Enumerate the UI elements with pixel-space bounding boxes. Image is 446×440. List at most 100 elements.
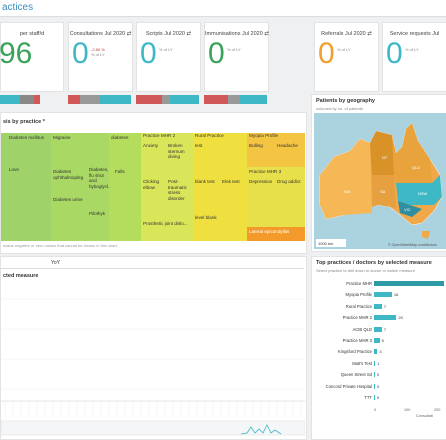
kpi-bar-4 (204, 95, 267, 104)
hbar-row-label[interactable]: Rural Practice (345, 303, 372, 309)
map-label-wa: WA (344, 189, 351, 194)
hbar-bar[interactable] (374, 360, 376, 366)
treemap-cell-label: Practice MHR 2 (143, 133, 176, 138)
kpi-card-referrals[interactable]: Referrals Jul 2020 ⇄ 0 % of LY (314, 22, 379, 92)
geography-map[interactable]: 1000 km © OpenStreetMap contributors WA … (314, 113, 446, 249)
treemap-cell[interactable] (109, 133, 141, 241)
hbar-value: 16 (393, 292, 399, 298)
kpi-title: Immunisations Jul 2020 ⇄ (205, 31, 269, 37)
kpi-bar-3 (136, 95, 199, 104)
kpi-card-consultations[interactable]: Consultations Jul 2020 ⇄ 0 -2.80 %% of L… (68, 22, 133, 92)
timeline-panel: YoY cted measure (0, 256, 307, 440)
kpi-delta: % of LY (159, 47, 173, 52)
hbar-axis-tick: 100 (404, 408, 411, 413)
kpi-card-scripts[interactable]: Scripts Jul 2020 ⇄ 0 % of LY (136, 22, 201, 92)
treemap-cell-label: Anxiety (143, 143, 159, 148)
hbar-value: 0 (377, 383, 380, 389)
hbar-bar[interactable] (374, 326, 382, 332)
timeline-chart[interactable] (1, 279, 305, 437)
treemap-cell[interactable] (141, 133, 193, 241)
timeline-scrollbar[interactable] (1, 420, 305, 436)
kpi-title: Scripts Jul 2020 ⇄ (145, 31, 192, 37)
kpi-value: 0 (140, 37, 157, 70)
timeline-title: cted measure (3, 273, 39, 279)
treemap-cell-label: Diabetes mellitus (9, 135, 44, 140)
hbar-row-label[interactable]: Concord Private Hospital (325, 383, 372, 389)
kpi-value: 0 (72, 37, 89, 70)
map-label-vic: VIC (404, 207, 411, 212)
map-label-nsw: NSW (418, 191, 428, 196)
hbar-row-label[interactable]: Queen Street Sd (340, 372, 372, 378)
hbar-row-label[interactable]: Practice MHR 3 (342, 338, 372, 343)
hbar-axis-tick: 0 (374, 408, 377, 413)
kpi-title: Referrals Jul 2020 ⇄ (321, 31, 372, 37)
map-title: Patients by geography (316, 98, 375, 104)
map-panel: Patients by geography coloured by no. of… (311, 94, 446, 252)
treemap-cell-label: Love (9, 167, 19, 172)
tab-yoy[interactable]: YoY (51, 260, 60, 266)
hbar-value: 5 (381, 338, 384, 343)
treemap-panel: sis by practice * Diabetes mellitus Love… (0, 112, 307, 254)
kpi-bar-2 (68, 95, 131, 104)
hbar-row-label[interactable]: Practice MHR 2 (342, 315, 372, 321)
hbar-bar[interactable] (374, 338, 380, 343)
hbar-row-label[interactable]: ACIB QLD (352, 326, 372, 332)
kpi-card-immunisations[interactable]: Immunisations Jul 2020 ⇄ 0 % of LY (204, 22, 269, 92)
hbar-row-label[interactable]: Matt's Test (352, 360, 372, 366)
kpi-card-staff[interactable]: per staff/d 96 (0, 22, 64, 92)
treemap-cell-label: Post-traumatic stress disorder (168, 179, 187, 201)
hbar-bar[interactable] (374, 281, 444, 286)
kpi-value: 0 (386, 37, 403, 70)
treemap-cell[interactable] (1, 133, 51, 241)
treemap-cell-label: Depression (249, 179, 273, 184)
hbar-value: 0 (377, 395, 380, 400)
treemap-cell-label: Migraine (53, 135, 71, 140)
treemap-cell-label: blank test (195, 179, 215, 184)
hbar-row-label[interactable]: Myopia Profile (345, 292, 372, 298)
hbar-row-label[interactable]: Practice MHR (346, 281, 372, 286)
map-scale: 1000 km (318, 241, 334, 246)
hbar-axis-tick: 200 (434, 408, 441, 413)
treemap-cell-label: Diabetes, flu shot and hyboglycl... (89, 167, 111, 189)
hbar-panel: Top practices / doctors by selected meas… (311, 256, 446, 440)
treemap-cell-label: test (195, 143, 203, 148)
treemap-cell[interactable] (247, 133, 305, 167)
treemap-cell[interactable] (247, 167, 305, 227)
treemap-cell-label: Rural Practice (195, 133, 224, 138)
treemap-cell-label: Falls (115, 169, 125, 174)
hbar-bar[interactable] (374, 383, 375, 389)
hbar-value: 20 (398, 315, 403, 321)
treemap-cell[interactable] (51, 133, 109, 241)
hbar-bar[interactable] (374, 315, 397, 321)
map-label-sa: SA (380, 189, 386, 194)
kpi-value: 0 (208, 37, 225, 70)
map-label-qld: QLD (412, 165, 420, 170)
treemap-cell-label: Prosthetic joint dislo... (143, 221, 188, 226)
kpi-title: Consultations Jul 2020 ⇄ (69, 31, 132, 37)
hbar-value: 1 (377, 360, 380, 366)
hbar-row-label[interactable]: TTT (364, 395, 372, 400)
treemap-cell-label: Drug addict (277, 179, 301, 184)
hbar-bar[interactable] (374, 395, 375, 400)
page-title: actices (2, 2, 34, 13)
hbar-value: 0 (377, 372, 380, 378)
hbar-title: Top practices / doctors by selected meas… (316, 260, 432, 266)
treemap-cell[interactable] (193, 133, 247, 241)
hbar-bar[interactable] (374, 349, 378, 355)
kpi-card-service-requests[interactable]: Service requests Jul 0 % of LY (382, 22, 446, 92)
hbar-axis-label: Consultati (416, 414, 433, 419)
hbar-subtitle: Select practice to drill down to doctor … (316, 268, 415, 273)
hbar-bar[interactable] (374, 303, 382, 309)
treemap-cell-label: Pilothyk (89, 211, 106, 216)
treemap-cell-label: Bulling (249, 143, 263, 148)
treemap-cell-label: Diabetes urine (53, 197, 83, 202)
treemap-cell-label: Broken sternum diving (168, 143, 185, 159)
hbar-bar[interactable] (374, 372, 375, 378)
treemap-cell-label: level blank (195, 215, 217, 220)
hbar-value: 7 (383, 303, 387, 309)
treemap[interactable]: Diabetes mellitus Love Migraine Diabetes… (1, 133, 305, 241)
hbar-bar[interactable] (374, 292, 392, 298)
treemap-cell[interactable] (247, 227, 305, 241)
hbar-chart[interactable]: Practice MHR Myopia Profile 16 Rural Practi… (312, 277, 446, 427)
hbar-row-label[interactable]: Kingsford Practice (338, 349, 372, 355)
